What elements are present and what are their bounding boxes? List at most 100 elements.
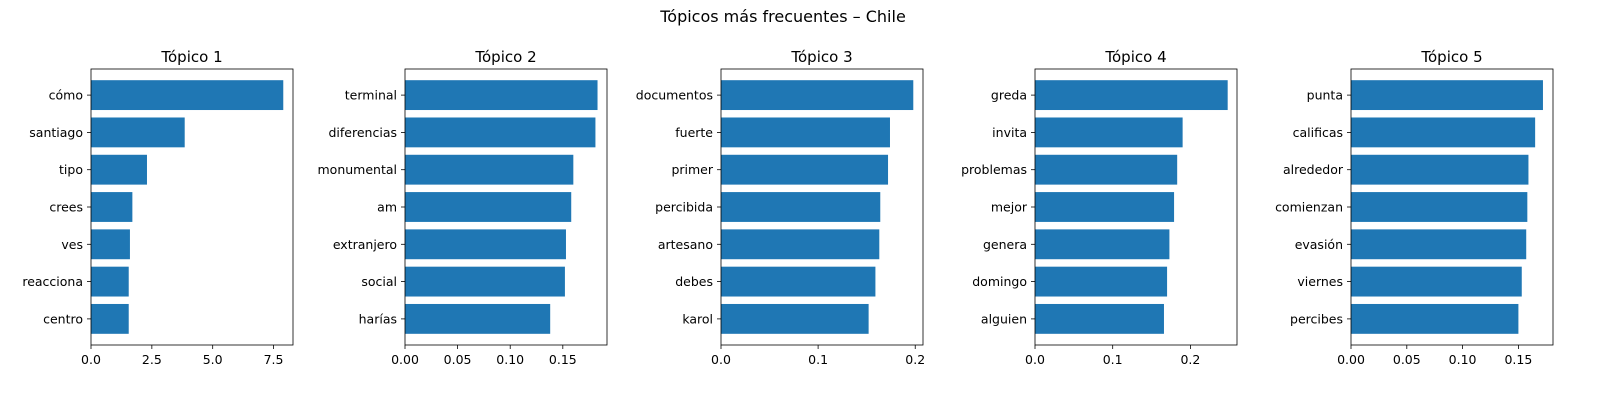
y-tick-label: alrededor bbox=[1283, 162, 1344, 177]
bar bbox=[1035, 229, 1170, 260]
bar bbox=[721, 154, 889, 185]
x-tick-label: 0.05 bbox=[444, 352, 472, 367]
bar bbox=[721, 80, 914, 111]
bar bbox=[1351, 229, 1527, 260]
y-tick-label: comienzan bbox=[1275, 200, 1343, 215]
chart-panel-1: cómo santiago tipo crees ves reacciona centro 0… bbox=[22, 48, 294, 367]
bar bbox=[405, 229, 566, 260]
bar bbox=[1351, 266, 1522, 297]
bar bbox=[405, 303, 551, 334]
x-tick-label: 0.05 bbox=[1393, 352, 1421, 367]
panel-title: Tópico 1 bbox=[160, 48, 222, 66]
y-tick-label: debes bbox=[675, 274, 713, 289]
x-tick-label: 0.2 bbox=[905, 352, 925, 367]
bar bbox=[721, 266, 876, 297]
axes-frame bbox=[90, 68, 294, 346]
bar bbox=[1351, 154, 1529, 185]
axes-frame bbox=[720, 68, 924, 346]
x-tick-label: 0.0 bbox=[1025, 352, 1045, 367]
figure-title: Tópicos más frecuentes – Chile bbox=[659, 7, 906, 26]
x-tick-label: 0.0 bbox=[711, 352, 731, 367]
panel-title: Tópico 3 bbox=[790, 48, 852, 66]
x-tick-label: 0.1 bbox=[1103, 352, 1123, 367]
x-tick-label: 0.2 bbox=[1180, 352, 1200, 367]
chart-panel-2: terminal diferencias monumental am extranjer… bbox=[318, 48, 608, 367]
y-tick-label: evasión bbox=[1295, 237, 1343, 252]
y-tick-label: fuerte bbox=[675, 125, 713, 140]
bar bbox=[1351, 80, 1543, 111]
x-tick-label: 0.00 bbox=[1337, 352, 1365, 367]
panel-title: Tópico 2 bbox=[474, 48, 536, 66]
y-tick-label: artesano bbox=[658, 237, 713, 252]
chart-panel-3: documentos fuerte primer percibida artesano d… bbox=[636, 48, 925, 367]
panel-title: Tópico 5 bbox=[1420, 48, 1482, 66]
bar bbox=[1035, 154, 1178, 185]
bar bbox=[91, 117, 185, 148]
x-tick-label: 0.0 bbox=[81, 352, 101, 367]
x-tick-label: 0.10 bbox=[1449, 352, 1477, 367]
y-tick-label: domingo bbox=[972, 274, 1027, 289]
y-tick-label: punta bbox=[1307, 88, 1343, 103]
bar bbox=[1035, 80, 1228, 111]
y-tick-label: calificas bbox=[1293, 125, 1343, 140]
bar bbox=[721, 192, 881, 222]
y-tick-label: cómo bbox=[49, 88, 83, 103]
x-tick-label: 5.0 bbox=[203, 352, 223, 367]
bar bbox=[1035, 117, 1183, 148]
y-tick-label: reacciona bbox=[22, 274, 83, 289]
y-tick-label: centro bbox=[43, 311, 83, 326]
bar bbox=[91, 229, 130, 260]
x-tick-label: 0.15 bbox=[549, 352, 577, 367]
y-tick-label: percibes bbox=[1290, 311, 1343, 326]
y-tick-label: genera bbox=[983, 237, 1027, 252]
y-tick-label: viernes bbox=[1297, 274, 1343, 289]
y-tick-label: problemas bbox=[961, 162, 1027, 177]
x-tick-label: 7.5 bbox=[264, 352, 284, 367]
axes-frame bbox=[404, 68, 608, 346]
y-tick-label: crees bbox=[49, 200, 83, 215]
x-tick-label: 2.5 bbox=[142, 352, 162, 367]
panel-title: Tópico 4 bbox=[1104, 48, 1166, 66]
bar bbox=[1035, 303, 1164, 334]
y-tick-label: diferencias bbox=[329, 125, 398, 140]
y-tick-label: extranjero bbox=[333, 237, 397, 252]
bar bbox=[405, 154, 574, 185]
y-tick-label: terminal bbox=[345, 88, 397, 103]
x-tick-label: 0.1 bbox=[808, 352, 828, 367]
y-tick-label: percibida bbox=[655, 200, 713, 215]
chart-panel-5: punta calificas alrededor comienzan evasión v… bbox=[1275, 48, 1554, 367]
y-tick-label: am bbox=[377, 200, 397, 215]
chart-panels: cómo santiago tipo crees ves reacciona centro 0… bbox=[22, 48, 1554, 367]
bar bbox=[1351, 117, 1536, 148]
bar bbox=[91, 154, 147, 185]
bar bbox=[721, 117, 890, 148]
axes-frame bbox=[1350, 68, 1554, 346]
y-tick-label: invita bbox=[992, 125, 1027, 140]
bar bbox=[721, 229, 880, 260]
y-tick-label: alguien bbox=[981, 311, 1027, 326]
bar bbox=[91, 80, 284, 111]
y-tick-label: social bbox=[361, 274, 397, 289]
chart-panel-4: greda invita problemas mejor genera domingo al… bbox=[961, 48, 1238, 367]
y-tick-label: tipo bbox=[59, 162, 83, 177]
y-tick-label: monumental bbox=[318, 162, 398, 177]
x-tick-label: 0.00 bbox=[391, 352, 419, 367]
bar bbox=[1351, 303, 1519, 334]
y-tick-label: documentos bbox=[636, 88, 713, 103]
y-tick-label: ves bbox=[61, 237, 83, 252]
bar bbox=[405, 80, 598, 111]
y-tick-label: santiago bbox=[29, 125, 83, 140]
y-tick-label: karol bbox=[682, 311, 713, 326]
axes-frame bbox=[1034, 68, 1238, 346]
bar bbox=[1035, 192, 1175, 222]
bar bbox=[405, 117, 596, 148]
x-tick-label: 0.10 bbox=[496, 352, 524, 367]
bar bbox=[91, 192, 133, 222]
bar bbox=[405, 266, 565, 297]
bar bbox=[405, 192, 572, 222]
y-tick-label: greda bbox=[991, 88, 1027, 103]
bar bbox=[91, 266, 129, 297]
x-tick-label: 0.15 bbox=[1504, 352, 1532, 367]
y-tick-label: harías bbox=[359, 311, 397, 326]
